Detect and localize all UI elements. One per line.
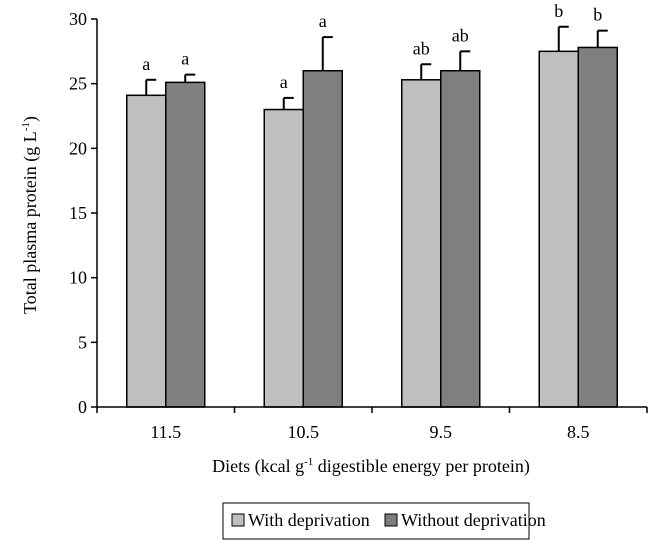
significance-label: ab [413, 38, 430, 58]
significance-label: a [142, 54, 150, 74]
significance-label: a [319, 11, 327, 31]
y-tick-label: 25 [69, 74, 87, 94]
bar-with-deprivation-10.5 [263, 108, 304, 408]
y-tick-label: 5 [78, 332, 87, 352]
bar-without-deprivation-10.5 [302, 69, 343, 408]
legend-label-with-deprivation: With deprivation [248, 510, 370, 530]
x-axis-title: Diets (kcal g-1 digestible energy per pr… [212, 456, 530, 477]
bar-without-deprivation-9.5 [440, 69, 481, 408]
bar-with-deprivation-11.5 [126, 94, 167, 408]
y-axis-title-main: Total plasma protein (g L [20, 131, 41, 314]
legend-label-without-deprivation: Without deprivation [401, 510, 546, 530]
x-tick-label: 11.5 [150, 422, 181, 442]
y-axis-title-sup: -1 [20, 122, 32, 131]
y-tick-label: 30 [69, 9, 87, 29]
plot-area: a a 11.5 a a 10.5 ab ab 9.5 b b 8.5 0 5 10 15 20 25 30 [69, 1, 648, 442]
x-axis-title-sup: -1 [304, 456, 313, 468]
legend-frame [222, 502, 530, 540]
x-axis-title-rest: digestible energy per protein) [313, 456, 530, 477]
y-axis-title-rest: ) [20, 116, 41, 122]
significance-label: b [593, 5, 602, 25]
significance-label: ab [452, 25, 469, 45]
x-tick-label: 8.5 [567, 422, 590, 442]
x-tick-label: 10.5 [288, 422, 320, 442]
significance-label: a [181, 49, 189, 69]
y-tick-label: 10 [69, 268, 87, 288]
y-tick-label: 20 [69, 138, 87, 158]
y-tick-label: 15 [69, 203, 87, 223]
bar-without-deprivation-11.5 [165, 81, 206, 408]
significance-label: a [280, 72, 288, 92]
y-tick-label: 0 [78, 397, 87, 417]
legend-swatch-with-deprivation [231, 513, 245, 527]
x-axis-title-main: Diets (kcal g [212, 456, 304, 477]
bar-with-deprivation-8.5 [538, 50, 579, 408]
y-axis-title: Total plasma protein (g L-1) [20, 116, 41, 314]
significance-label: b [554, 1, 563, 21]
legend-swatch-without-deprivation [384, 513, 398, 527]
bar-without-deprivation-8.5 [577, 46, 618, 408]
x-tick-label: 9.5 [430, 422, 453, 442]
bar-with-deprivation-9.5 [401, 79, 442, 408]
legend: With deprivation Without deprivation [222, 502, 546, 540]
